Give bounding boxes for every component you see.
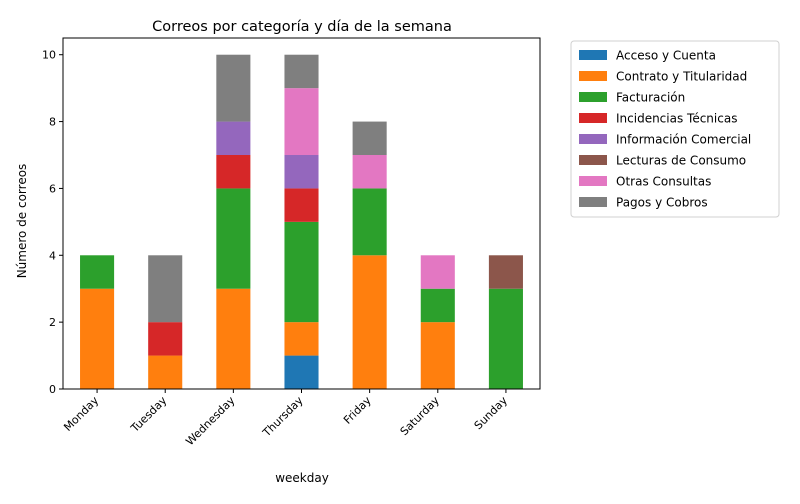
chart-title: Correos por categoría y día de la semana [152,19,452,35]
bar-segment-saturday-2 [420,288,455,323]
x-tick-label: Friday [341,394,374,427]
bar-segment-tuesday-1 [148,355,183,389]
bar-segment-thursday-0 [284,355,319,389]
bar-segment-thursday-3 [284,188,319,222]
bar-segment-thursday-6 [284,88,319,155]
bar-segment-tuesday-3 [148,322,183,356]
bar-segment-wednesday-3 [216,155,251,189]
bars-layer [80,54,523,389]
y-tick-label: 8 [49,116,56,129]
bar-segment-tuesday-7 [148,255,183,323]
bar-segment-thursday-1 [284,322,319,356]
bar-segment-saturday-1 [420,322,455,389]
bar-segment-monday-2 [80,255,115,289]
legend-label: Incidencias Técnicas [616,112,737,126]
legend-label: Acceso y Cuenta [616,49,716,63]
y-axis-label: Número de correos [15,164,29,279]
legend-swatch [579,134,607,144]
legend-label: Otras Consultas [616,175,711,189]
bar-segment-saturday-6 [420,255,455,289]
y-tick-label: 6 [49,182,56,195]
bar-segment-thursday-2 [284,221,319,323]
y-tick-label: 4 [49,249,56,262]
legend-label: Contrato y Titularidad [616,70,747,84]
legend-swatch [579,92,607,102]
bar-segment-thursday-4 [284,155,319,189]
bar-segment-monday-1 [80,288,115,389]
x-tick-label: Saturday [398,394,443,439]
bar-segment-wednesday-2 [216,188,251,289]
y-tick-label: 0 [49,383,56,396]
x-axis-label: weekday [275,471,329,485]
x-tick-label: Wednesday [183,394,238,449]
bar-segment-friday-1 [352,255,387,389]
x-tick-label: Thursday [260,394,306,440]
legend-swatch [579,176,607,186]
legend-label: Facturación [616,91,685,105]
legend-swatch [579,113,607,123]
bar-segment-wednesday-1 [216,288,251,389]
legend-swatch [579,71,607,81]
x-tick-label: Tuesday [128,394,170,436]
y-tick-label: 2 [49,316,56,329]
bar-segment-thursday-7 [284,54,319,89]
bar-segment-wednesday-4 [216,121,251,155]
bar-segment-friday-7 [352,121,387,155]
legend-label: Pagos y Cobros [616,196,708,210]
bar-segment-sunday-2 [488,288,523,389]
bar-segment-friday-6 [352,155,387,189]
x-tick-label: Monday [61,394,101,434]
y-tick-label: 10 [42,49,56,62]
legend-swatch [579,197,607,207]
legend-swatch [579,155,607,165]
legend-box [570,40,780,218]
bar-segment-wednesday-7 [216,54,251,122]
x-tick-label: Sunday [472,394,511,433]
legend-label: Lecturas de Consumo [616,154,746,168]
legend-label: Información Comercial [616,133,751,147]
bar-segment-friday-2 [352,188,387,256]
legend: Acceso y Cuenta Contrato y Titularidad Fac… [570,40,780,218]
legend-swatch [579,50,607,60]
bar-segment-sunday-5 [488,255,523,289]
